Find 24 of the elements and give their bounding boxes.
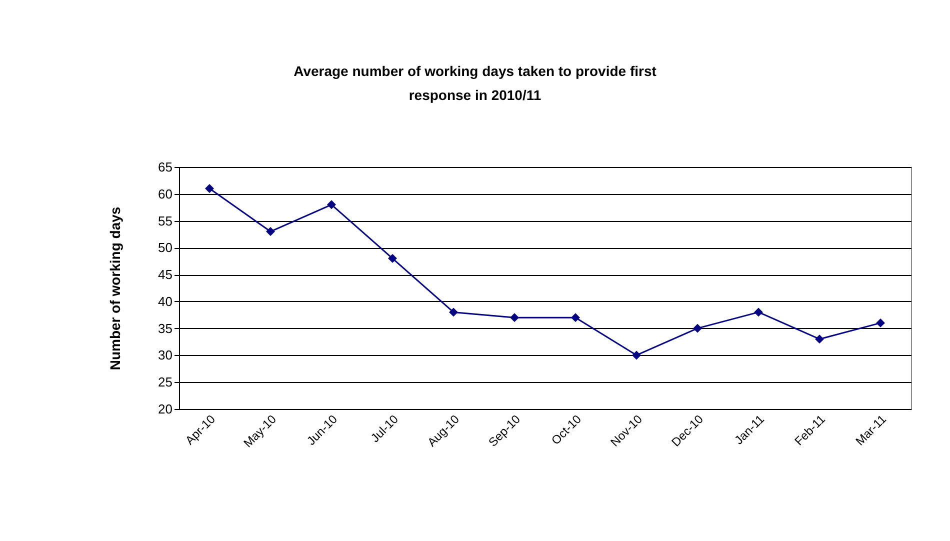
point (754, 308, 763, 317)
y-axis-title: Number of working days (107, 206, 124, 370)
point (205, 184, 214, 193)
point (693, 324, 702, 333)
y-tick-label: 30 (158, 348, 172, 363)
point (510, 313, 519, 322)
y-tick-label: 25 (158, 374, 172, 390)
point (876, 318, 885, 328)
y-tick-label: 45 (158, 267, 172, 282)
point (571, 313, 580, 322)
y-tick-label: 55 (158, 213, 172, 228)
y-tick-label: 20 (158, 402, 172, 416)
y-tick-label: 50 (158, 240, 172, 256)
y-tick-label: 35 (158, 320, 172, 336)
y-tick-label: 60 (158, 186, 172, 202)
point (449, 308, 458, 317)
point (388, 254, 397, 263)
point (266, 227, 275, 236)
y-tick-label: 40 (158, 294, 172, 309)
y-tick-label: 65 (158, 160, 172, 174)
chart-title: Average number of working days taken to provide first response in 2010/11 (294, 63, 657, 103)
point (815, 334, 824, 344)
point (327, 200, 336, 210)
point (632, 350, 641, 360)
